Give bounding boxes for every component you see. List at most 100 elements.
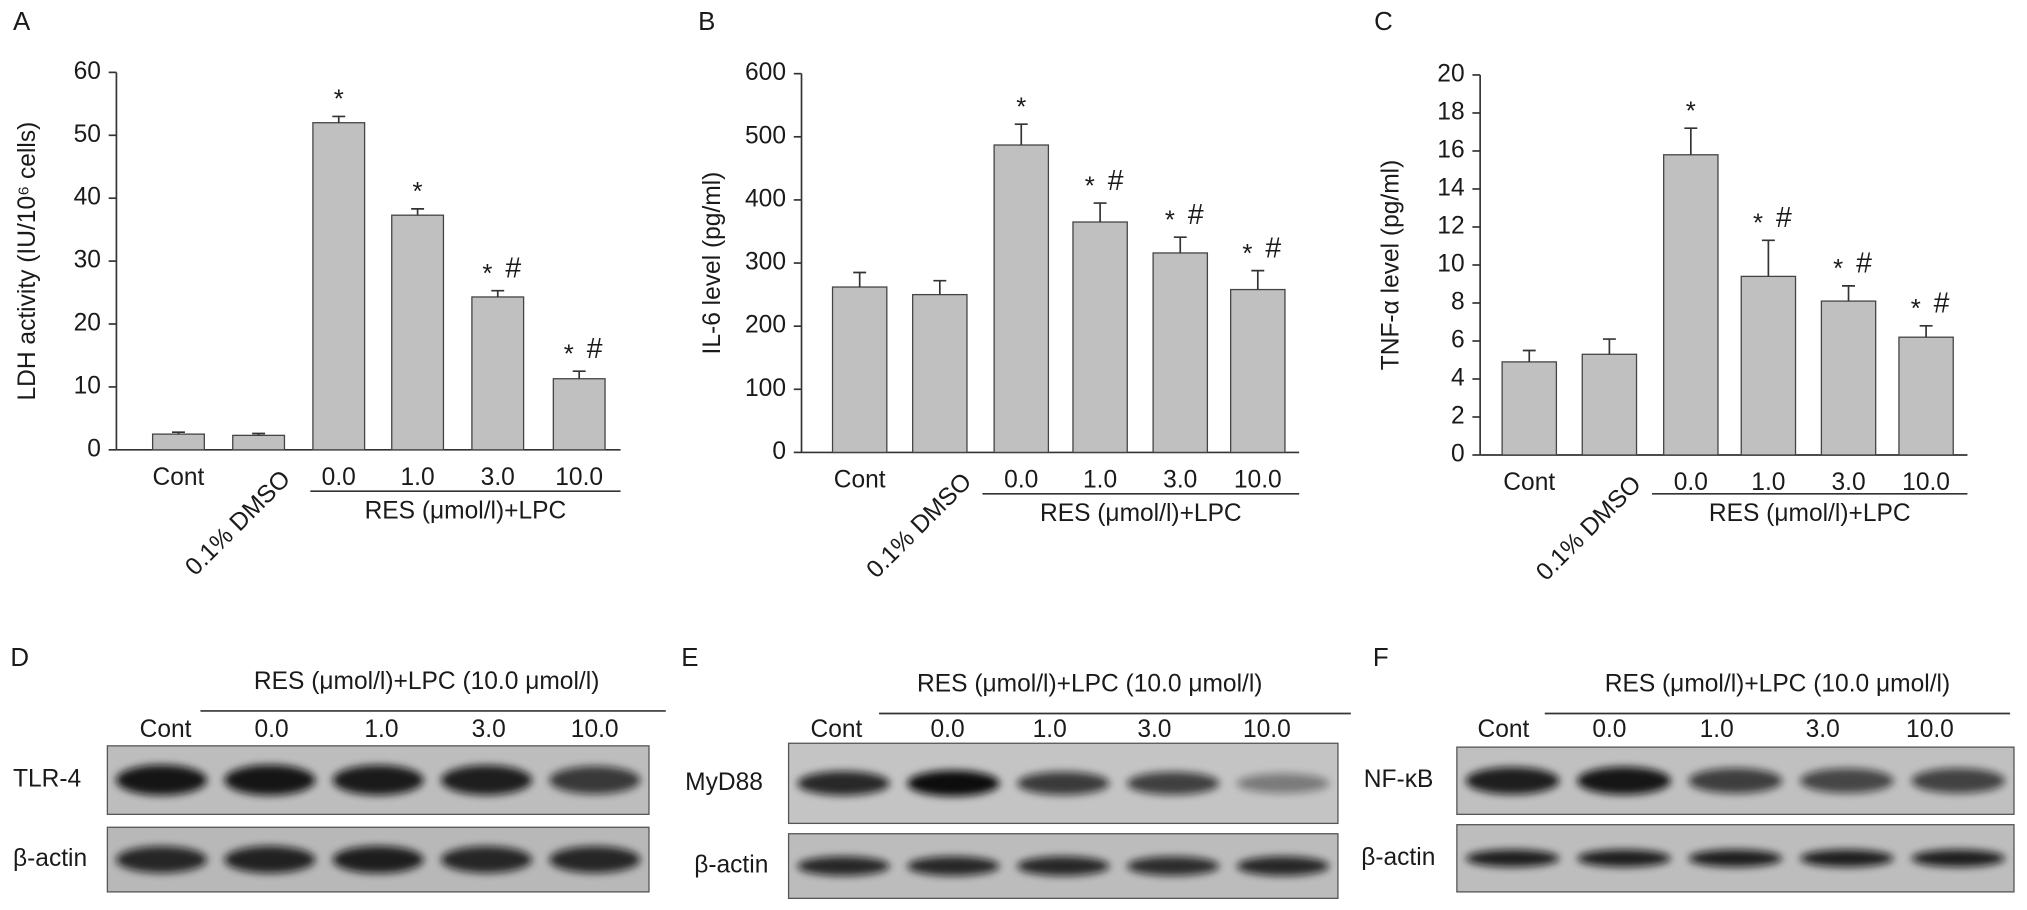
significance-marker: # [1108,165,1124,197]
x-tick-label: 10.0 [555,464,603,491]
y-tick-label: 10 [74,372,101,399]
band [549,846,641,873]
error-bar [572,370,586,379]
significance-marker: # [1934,288,1950,320]
row-label: β-actin [1361,844,1435,871]
band [1126,856,1220,876]
significance-marker: * [1753,210,1763,238]
error-bar [332,115,346,123]
significance-marker: * [334,86,344,114]
western-blot: D RES (μmol/l)+LPC (10.0 μmol/l) Cont 0.0 1.… [10,644,666,893]
significance-marker: * [1016,93,1026,121]
bar [1820,300,1877,456]
y-tick-label: 14 [1437,174,1464,201]
band [1465,767,1560,795]
significance-marker: * [1242,240,1252,268]
significance-marker: # [1188,199,1204,231]
bar [1740,275,1797,456]
error-bar [1919,324,1933,338]
y-tick-label: 16 [1437,136,1464,163]
row-label: NF-κB [1364,766,1434,793]
band [907,770,1000,797]
band [1577,849,1671,867]
blot-header: RES (μmol/l)+LPC (10.0 μmol/l) [917,671,1262,698]
significance-marker: * [1085,172,1095,200]
bar [1072,221,1128,454]
row-label: β-actin [694,852,768,879]
error-bar [1522,349,1536,362]
x-tick-label: 1.0 [1083,466,1117,493]
band [797,771,890,796]
bar [1152,252,1209,454]
bar [1663,154,1719,456]
lane-label: 1.0 [364,716,398,743]
error-bar [1014,123,1028,146]
western-blot: E RES (μmol/l)+LPC (10.0 μmol/l) Cont 0.0 1.… [681,644,1351,900]
error-bar [491,289,505,297]
panel-letter: D [10,644,29,672]
significance-marker: * [1165,206,1175,234]
panel-letter: E [681,644,698,672]
error-bar [172,431,185,435]
x-tick-label: Cont [1503,469,1555,496]
bar [471,296,525,451]
y-tick-label: 2 [1451,402,1465,429]
y-tick-label: 40 [74,184,101,211]
lane-label: 3.0 [472,716,506,743]
row-label: β-actin [13,845,87,872]
band [332,845,424,874]
band [1236,773,1330,794]
error-bar [1173,236,1187,253]
y-tick-label: 0 [1451,440,1465,467]
group-label: RES (μmol/l)+LPC [365,497,567,524]
bar-chart: C TNF-α level (pg/ml) 0 2 4 6 8 10 12 14 16 18 20 Con… [1374,8,1968,586]
error-bar [853,271,867,288]
y-tick-label: 600 [745,59,786,86]
bar [831,286,888,454]
panel-letter: A [13,8,31,36]
bar [1898,336,1954,456]
panel-letter: B [698,8,715,36]
y-tick-label: 12 [1437,212,1464,239]
band [1911,849,2006,867]
band [1236,856,1330,876]
lane-label: 10.0 [1906,716,1954,743]
x-tick-label: 10.0 [1902,469,1950,496]
band [1800,768,1894,794]
lane-label: 3.0 [1806,716,1840,743]
band [441,846,532,873]
y-axis-label: LDH activity (IU/10⁶ cells) [14,122,41,401]
y-tick-label: 0 [772,438,786,465]
y-tick-label: 300 [745,249,786,276]
bar [312,122,366,451]
y-tick-label: 18 [1437,98,1464,125]
error-bar [1842,285,1855,302]
band [116,846,208,873]
band [907,856,1000,876]
significance-marker: * [1833,255,1843,283]
significance-marker: * [1686,97,1696,125]
row-label: TLR-4 [13,766,81,793]
band [1688,849,1783,867]
y-tick-label: 500 [745,122,786,149]
lane-label: 10.0 [571,716,619,743]
band [1688,768,1783,794]
significance-marker: # [587,333,603,365]
band [116,764,208,796]
error-bar [1761,239,1775,277]
blot-header: RES (μmol/l)+LPC (10.0 μmol/l) [254,668,599,695]
y-tick-label: 100 [745,375,786,402]
band [441,765,532,795]
significance-marker: # [1265,232,1281,264]
y-axis-label: IL-6 level (pg/ml) [699,172,726,355]
error-bar [933,279,947,295]
y-tick-label: 200 [745,312,786,339]
significance-marker: * [1911,295,1921,323]
group-label: RES (μmol/l)+LPC [1709,500,1911,527]
y-tick-label: 0 [87,435,101,462]
row-label: MyD88 [685,769,763,796]
significance-marker: * [564,341,574,369]
band [224,846,316,874]
error-bar [1093,202,1107,223]
